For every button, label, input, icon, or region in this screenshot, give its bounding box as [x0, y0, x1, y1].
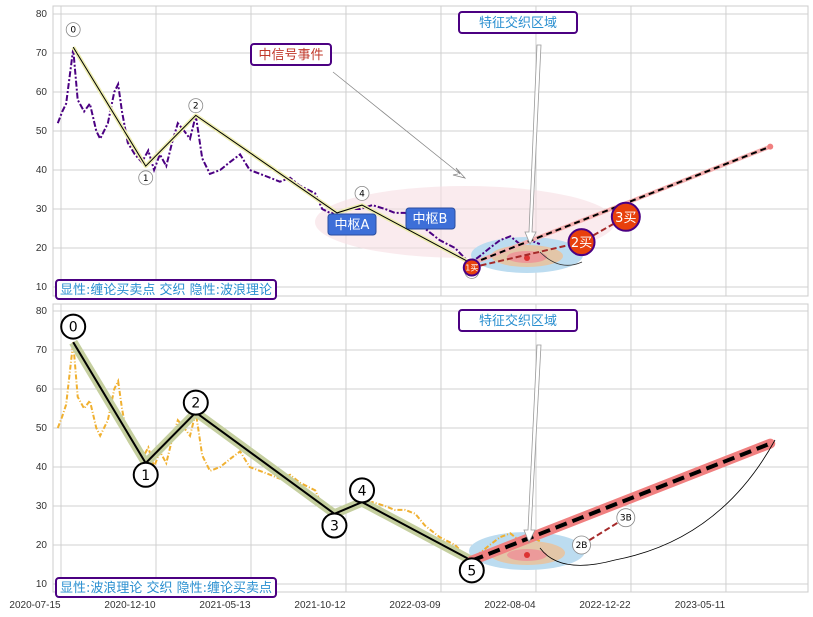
y-tick-label: 30: [36, 501, 48, 512]
wave-label-text: 0: [69, 320, 78, 336]
x-tick-label: 2022-08-04: [484, 600, 536, 611]
buy-point-label: 2B: [576, 541, 588, 551]
wave-label-circle: [132, 461, 159, 488]
wave-label-circle: [349, 477, 376, 504]
x-tick-label: 2020-07-15: [9, 600, 61, 611]
signal-event-box: 中信号事件: [250, 43, 332, 66]
price-series-line: [56, 342, 541, 562]
y-tick-label: 10: [36, 579, 48, 590]
wave-label-circle: [182, 389, 209, 416]
buy-point-label: 1买: [465, 264, 478, 273]
y-tick-label: 40: [36, 462, 48, 473]
y-tick-label: 50: [36, 423, 48, 434]
bottom-overlap-center-dot: [524, 552, 530, 558]
zigzag-line: [72, 46, 473, 265]
bottom-projection-arc: [539, 439, 776, 566]
wave-label-circle: [188, 98, 204, 114]
zigzag-line: [72, 341, 473, 562]
top-projection-arc: [539, 251, 583, 266]
buy-point-marker: [572, 535, 591, 555]
top-overlap-center-dot: [524, 255, 530, 261]
y-tick-label: 50: [36, 126, 48, 137]
buy-point-marker: [567, 228, 596, 257]
buy-point-label: 3买: [615, 211, 636, 226]
signal-arrow: [332, 71, 467, 179]
y-tick-label: 30: [36, 204, 48, 215]
projection-band: [466, 438, 776, 566]
wave-label-text: 2: [191, 396, 200, 412]
x-tick-label: 2022-12-22: [579, 600, 631, 611]
y-tick-label: 80: [36, 306, 48, 317]
bottom-panel: [52, 303, 809, 593]
buy-point-label: 3B: [620, 514, 632, 524]
top-legend-text: 显性:缠论买卖点 交织 隐性:波浪理论: [60, 282, 272, 298]
y-tick-label: 40: [36, 165, 48, 176]
wave-label-circle: [65, 22, 81, 38]
buy-point-marker: [610, 201, 641, 232]
y-tick-label: 20: [36, 243, 48, 254]
signal-event-text: 中信号事件: [258, 48, 323, 63]
x-tick-label: 2021-05-13: [199, 600, 251, 611]
zone-b-label: 中枢B: [405, 207, 456, 230]
wave-label-text: 1: [141, 468, 150, 484]
x-tick-label: 2021-10-12: [294, 600, 346, 611]
buy-point-marker: [616, 508, 636, 528]
wave-label-circle: [354, 185, 370, 201]
wave-label-circle: [458, 557, 485, 584]
top-legend-box: 显性:缠论买卖点 交织 隐性:波浪理论: [55, 279, 277, 300]
y-tick-label: 20: [36, 540, 48, 551]
bottom-overlap-arrow: [523, 344, 542, 543]
wave-label-text: 1: [143, 174, 149, 184]
top-overlap-text: 特征交织区域: [479, 15, 557, 31]
bottom-overlap-box: 特征交织区域: [458, 309, 578, 332]
x-tick-label: 2023-05-11: [675, 600, 726, 611]
top-overlap-arrow: [524, 44, 542, 245]
buy-point-marker: [462, 258, 481, 277]
wave-label-text: 4: [358, 483, 367, 499]
x-tick-label: 2022-03-09: [389, 600, 441, 611]
wave-label-text: 2: [193, 102, 199, 112]
y-tick-label: 70: [36, 345, 48, 356]
y-tick-label: 60: [36, 384, 48, 395]
y-tick-label: 60: [36, 87, 48, 98]
zone-a-text: 中枢A: [335, 218, 370, 233]
projection-end-dot: [767, 440, 774, 447]
y-tick-label: 80: [36, 9, 48, 20]
top-overlap-box: 特征交织区域: [458, 11, 578, 34]
y-tick-label: 10: [36, 282, 48, 293]
wave-label-text: 5: [467, 563, 476, 579]
y-tick-label: 70: [36, 48, 48, 59]
bottom-overlap-text: 特征交织区域: [479, 313, 557, 329]
wave-label-circle: [138, 170, 154, 186]
zone-a-label: 中枢A: [327, 213, 377, 236]
x-tick-label: 2020-12-10: [104, 600, 156, 611]
wave-label-text: 4: [359, 189, 365, 199]
bottom-legend-box: 显性:波浪理论 交织 隐性:缠论买卖点: [55, 577, 277, 598]
wave-label-circle: [321, 512, 348, 539]
zone-b-text: 中枢B: [413, 212, 448, 227]
wave-label-text: 3: [330, 519, 339, 535]
wave-label-text: 0: [70, 26, 76, 36]
projection-end-dot: [767, 143, 774, 150]
buy-point-label: 2买: [571, 236, 592, 251]
wave-label-circle: [60, 313, 87, 340]
bottom-legend-text: 显性:波浪理论 交织 隐性:缠论买卖点: [60, 580, 272, 596]
